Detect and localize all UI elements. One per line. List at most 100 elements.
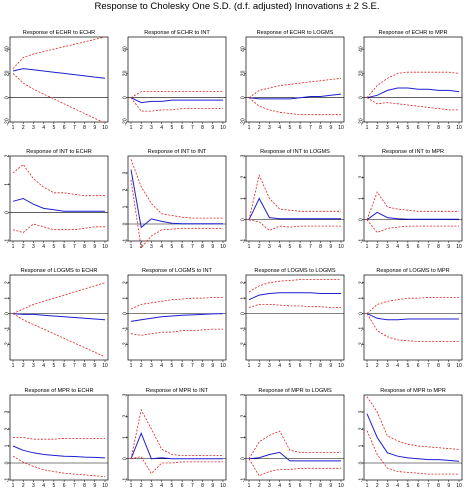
- x-tick-label: 8: [319, 244, 322, 250]
- y-tick-label: 40: [5, 46, 11, 52]
- x-tick-label: 1: [366, 363, 369, 369]
- y-tick-label: -1: [359, 478, 365, 483]
- irf-panel: Response of ECHR to LOGMS -20 0 20 40 1 2 3 4 5 6 7…: [241, 30, 345, 131]
- plot-frame: [245, 274, 345, 361]
- y-tick-label: 20: [123, 70, 129, 76]
- y-tick-label: 1: [241, 436, 247, 439]
- y-tick-label: -1: [5, 478, 11, 483]
- y-tick-label: 0: [123, 222, 129, 225]
- x-tick-label: 1: [366, 483, 369, 488]
- panel-title: Response of MPR to LOGMS: [258, 388, 332, 394]
- x-tick-label: 7: [191, 244, 194, 250]
- x-tick-label: 8: [83, 483, 86, 488]
- x-tick-label: 6: [299, 244, 302, 250]
- irf-panel: Response of LOGMS to INT -2 -1 0 1 2 1 2 3 4 5 6 7 8 9…: [123, 268, 227, 369]
- x-tick-label: 2: [22, 125, 25, 131]
- x-tick-label: 3: [150, 363, 153, 369]
- y-tick-label: -1: [5, 327, 11, 332]
- x-tick-label: 5: [288, 244, 291, 250]
- x-tick-label: 1: [12, 363, 15, 369]
- y-tick-label: 0: [359, 312, 365, 315]
- x-tick-label: 6: [181, 483, 184, 488]
- response-line: [248, 451, 341, 462]
- response-line: [248, 292, 341, 301]
- response-line: [12, 197, 105, 212]
- y-tick-label: 2: [123, 415, 129, 418]
- plot-frame: [127, 394, 227, 481]
- x-tick-label: 3: [386, 483, 389, 488]
- y-tick-label: 0: [5, 461, 11, 464]
- panel-title: Response of ECHR to MPR: [378, 30, 447, 36]
- x-tick-label: 6: [181, 244, 184, 250]
- plot-frame: [127, 274, 227, 361]
- x-tick-label: 10: [456, 125, 462, 131]
- x-tick-label: 9: [329, 244, 332, 250]
- x-tick-label: 9: [211, 483, 214, 488]
- x-tick-label: 9: [211, 363, 214, 369]
- x-tick-label: 5: [288, 125, 291, 131]
- y-tick-label: 1: [123, 436, 129, 439]
- x-tick-label: 4: [160, 483, 163, 488]
- panel-title: Response of ECHR to LOGMS: [257, 30, 334, 36]
- x-tick-label: 6: [417, 125, 420, 131]
- x-tick-label: 4: [396, 483, 399, 488]
- x-tick-label: 9: [211, 244, 214, 250]
- y-tick-label: 3: [241, 393, 247, 396]
- x-tick-label: 2: [22, 244, 25, 250]
- y-tick-label: 3: [241, 154, 247, 157]
- plot-frame: [245, 36, 345, 123]
- x-tick-label: 3: [386, 363, 389, 369]
- y-tick-label: 40: [359, 46, 365, 52]
- irf-panel: Response of LOGMS to MPR -2 -1 0 1 2 1 2 3 4 5 6 7 8 9…: [359, 268, 463, 369]
- lower-band-line: [248, 303, 341, 308]
- x-tick-label: 4: [42, 363, 45, 369]
- upper-band-line: [130, 296, 223, 310]
- figure-title: Response to Cholesky One S.D. (d.f. adju…: [94, 1, 380, 12]
- upper-band-line: [248, 77, 342, 99]
- x-tick-label: 1: [248, 125, 251, 131]
- x-tick-label: 9: [93, 244, 96, 250]
- x-tick-label: 10: [220, 125, 226, 131]
- y-tick-label: 1: [241, 197, 247, 200]
- x-tick-label: 9: [329, 483, 332, 488]
- x-tick-label: 6: [63, 363, 66, 369]
- y-tick-label: -1: [123, 478, 129, 483]
- plot-frame: [9, 394, 109, 481]
- lower-band-line: [248, 97, 341, 116]
- y-tick-label: 20: [5, 70, 11, 76]
- y-tick-label: 2: [241, 281, 247, 284]
- x-tick-label: 7: [309, 125, 312, 131]
- y-tick-label: 0: [123, 457, 129, 460]
- x-tick-label: 2: [376, 244, 379, 250]
- x-tick-label: 1: [248, 483, 251, 488]
- y-tick-label: 1: [5, 183, 11, 186]
- x-tick-label: 6: [299, 483, 302, 488]
- y-tick-label: -1: [241, 327, 247, 332]
- lower-band-line: [130, 456, 223, 475]
- x-tick-label: 4: [278, 483, 281, 488]
- lower-band-line: [248, 458, 341, 477]
- plot-frame: [245, 155, 345, 242]
- panel-title: Response of ECHR to INT: [144, 30, 210, 36]
- irf-panel: Response of INT to LOGMS -1 0 1 2 3 1 2 3 4 5 6 7 8 9 1…: [241, 149, 345, 250]
- y-tick-label: 3: [123, 393, 129, 396]
- x-tick-label: 3: [32, 483, 35, 488]
- y-tick-label: 2: [359, 176, 365, 179]
- x-tick-label: 9: [329, 125, 332, 131]
- upper-band-line: [12, 282, 106, 314]
- x-tick-label: 1: [12, 244, 15, 250]
- panel-title: Response of MPR to ECHR: [24, 388, 93, 394]
- response-line: [12, 445, 106, 459]
- x-tick-label: 4: [396, 125, 399, 131]
- upper-band-line: [366, 191, 459, 220]
- x-tick-label: 3: [386, 125, 389, 131]
- upper-band-line: [248, 430, 341, 460]
- y-tick-label: -20: [5, 118, 11, 125]
- panel-title: Response of LOGMS to MPR: [376, 268, 449, 274]
- response-line: [130, 313, 224, 322]
- x-tick-label: 8: [83, 125, 86, 131]
- x-tick-label: 6: [63, 125, 66, 131]
- x-tick-label: 1: [130, 244, 133, 250]
- plot-frame: [363, 36, 463, 123]
- response-line: [366, 211, 459, 221]
